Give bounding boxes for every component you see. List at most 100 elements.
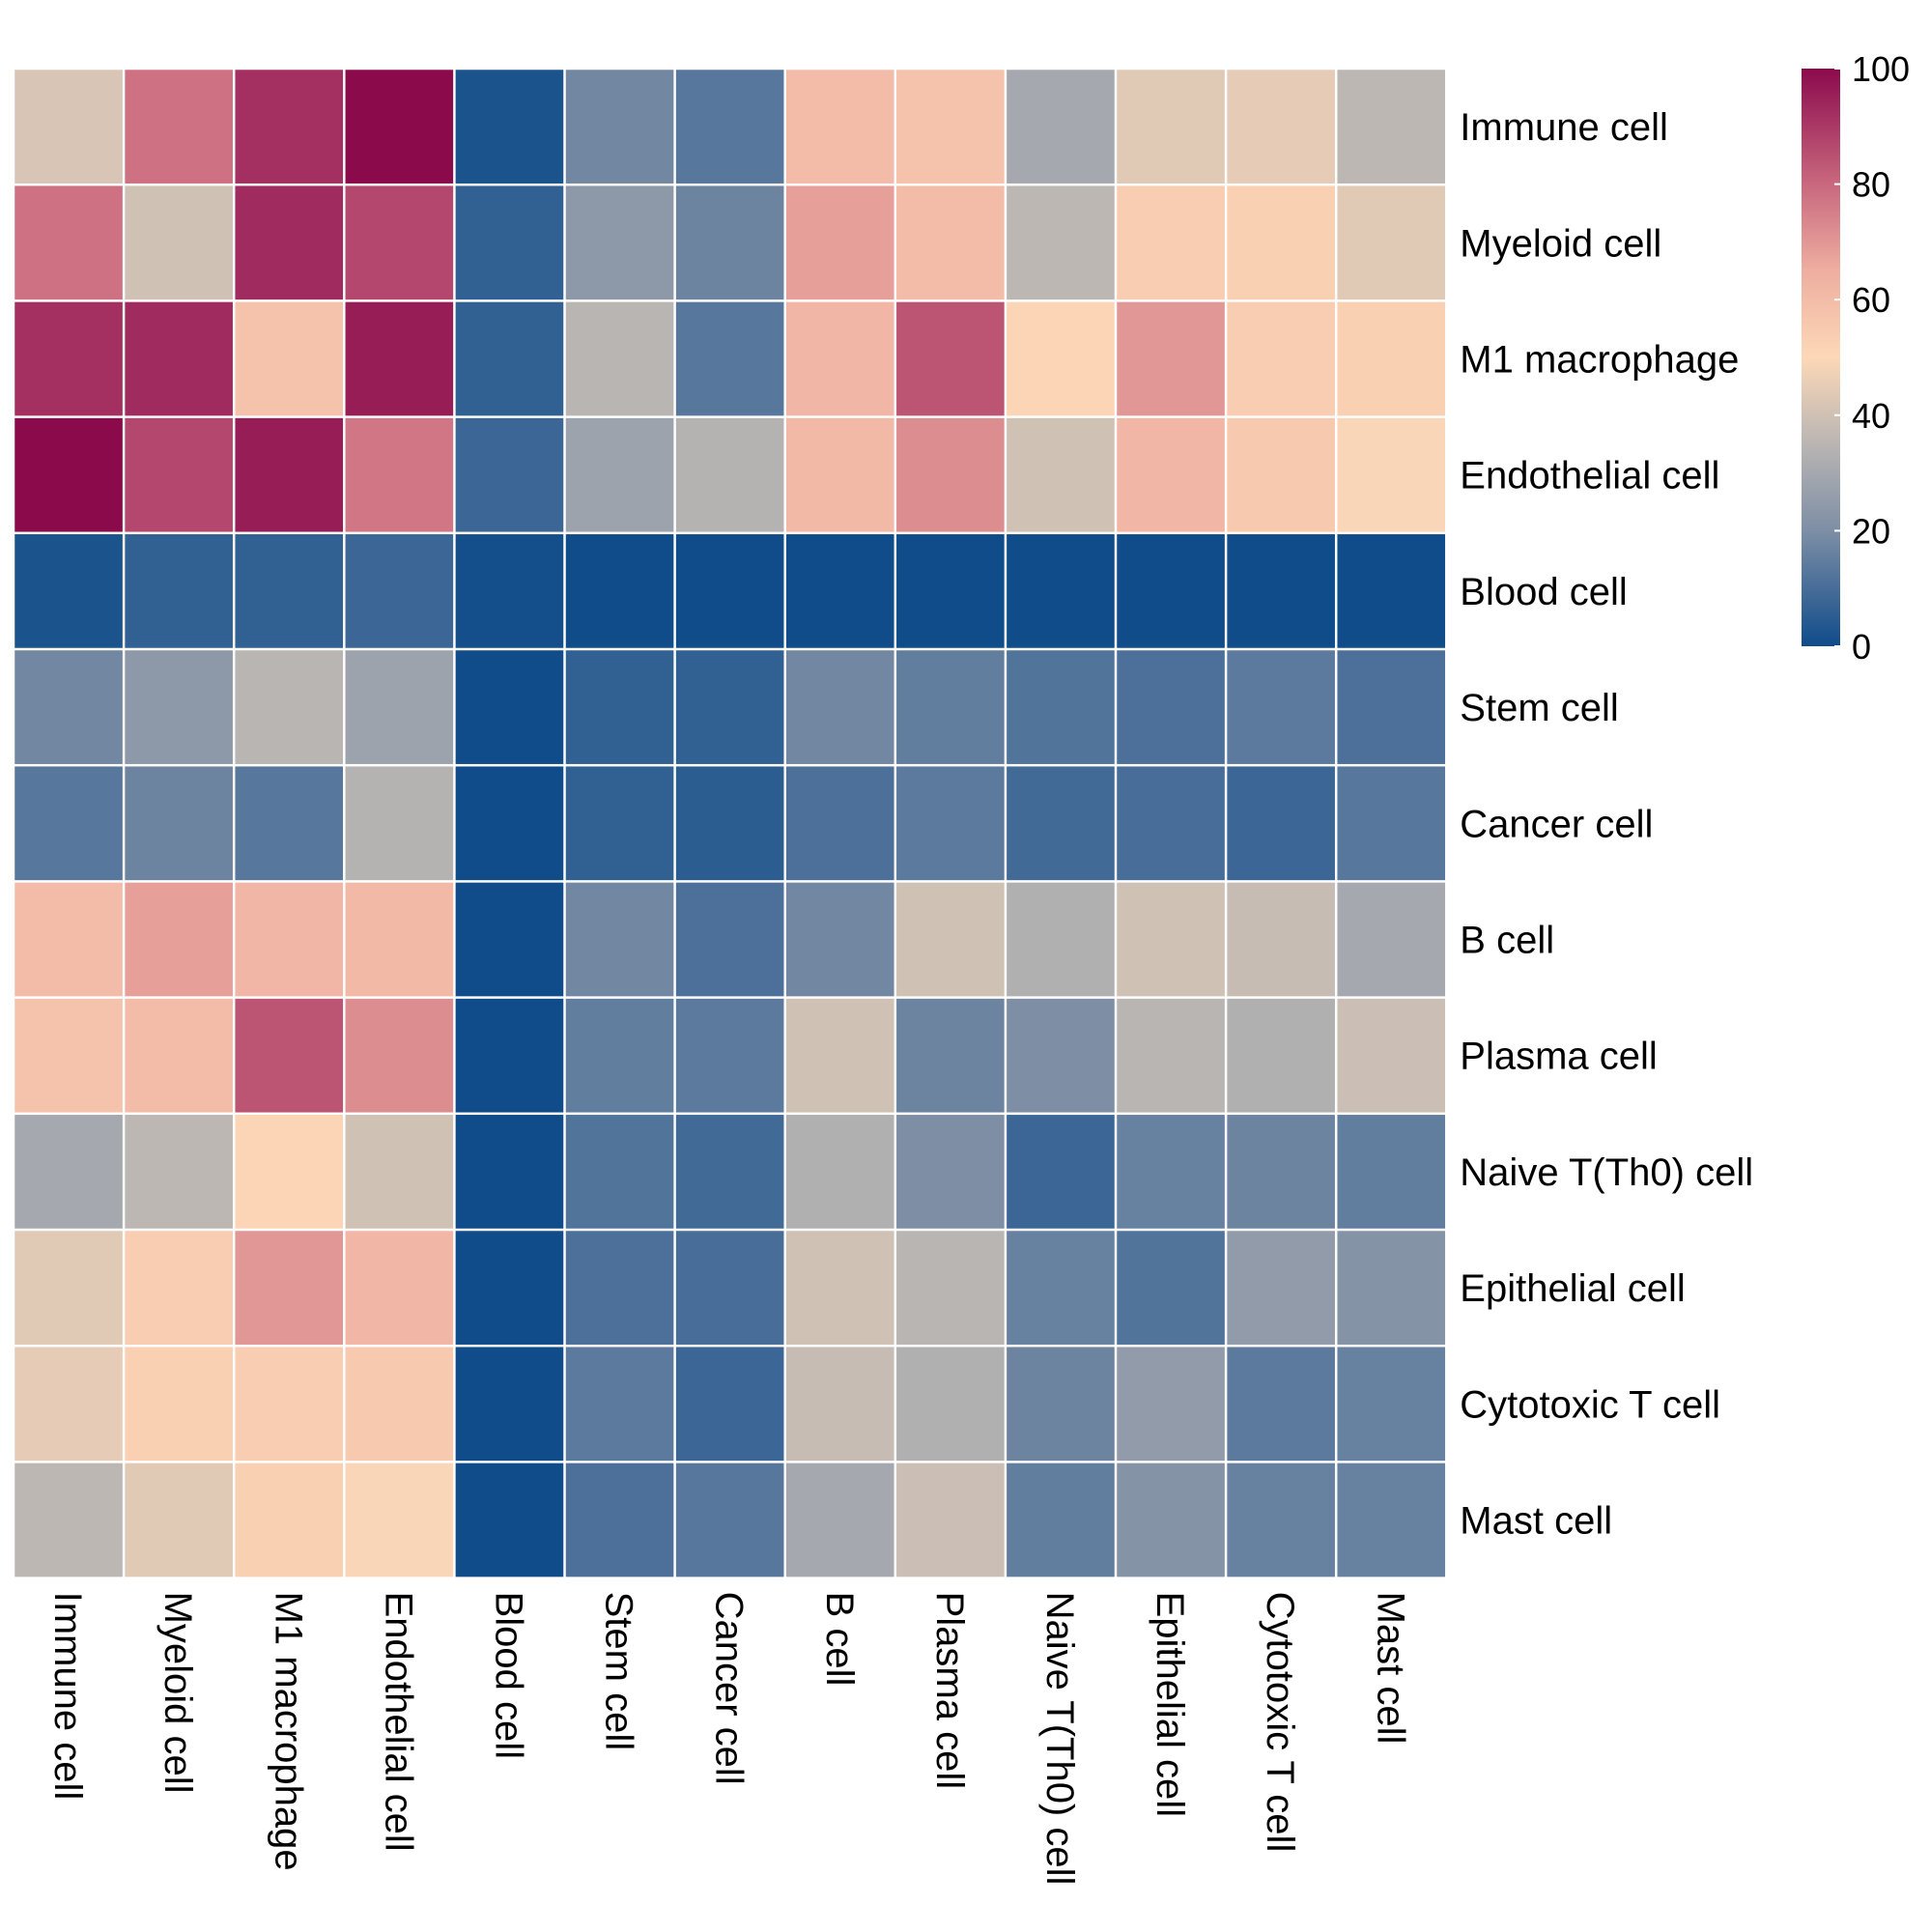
heatmap-cell — [455, 534, 564, 648]
heatmap-cell — [1117, 998, 1225, 1113]
heatmap-cell — [1227, 882, 1335, 997]
row-label: Myeloid cell — [1460, 222, 1661, 265]
column-label: Blood cell — [487, 1592, 529, 1759]
row-label: Mast cell — [1460, 1500, 1612, 1543]
heatmap-cell — [235, 1347, 344, 1462]
row-label: Epithelial cell — [1460, 1267, 1685, 1310]
heatmap-cell — [235, 1231, 344, 1345]
heatmap-cell — [1007, 650, 1115, 764]
legend-tick-label: 40 — [1852, 396, 1890, 436]
heatmap-cell — [785, 70, 894, 184]
heatmap-cell — [1007, 1463, 1115, 1577]
heatmap-cell — [455, 185, 564, 300]
legend-tick-label: 20 — [1852, 511, 1890, 551]
heatmap-cell — [455, 417, 564, 532]
heatmap-cell — [1227, 650, 1335, 764]
heatmap-cell — [455, 766, 564, 881]
heatmap-cell — [1007, 1231, 1115, 1345]
heatmap-cell — [896, 301, 1005, 416]
heatmap-cell — [1007, 998, 1115, 1113]
heatmap-cell — [1227, 185, 1335, 300]
heatmap-cell — [455, 650, 564, 764]
heatmap-cell — [1007, 534, 1115, 648]
row-label: Cancer cell — [1460, 803, 1653, 845]
heatmap-cell — [1117, 650, 1225, 764]
heatmap-cell — [125, 882, 233, 997]
heatmap-cell — [675, 766, 784, 881]
column-labels: Immune cell Myeloid cell M1 macrophage Endo… — [46, 1592, 1411, 1886]
heatmap-cell — [785, 766, 894, 881]
heatmap-cell — [896, 766, 1005, 881]
heatmap-cell — [1337, 301, 1446, 416]
heatmap-cell — [1117, 417, 1225, 532]
heatmap-cell — [675, 998, 784, 1113]
heatmap-cell — [1227, 1463, 1335, 1577]
heatmap-cell — [896, 1463, 1005, 1577]
heatmap-cell — [1007, 301, 1115, 416]
heatmap-cell — [1227, 301, 1335, 416]
heatmap-cell — [235, 185, 344, 300]
heatmap-cell — [1117, 301, 1225, 416]
heatmap-cell — [675, 301, 784, 416]
heatmap-cell — [345, 882, 454, 997]
row-label: Blood cell — [1460, 571, 1627, 613]
column-label: Stem cell — [598, 1592, 640, 1751]
heatmap-cell — [785, 1115, 894, 1229]
heatmap-cells — [14, 69, 1447, 1578]
heatmap-cell — [896, 70, 1005, 184]
heatmap-cell — [1337, 185, 1446, 300]
heatmap-cell — [565, 301, 674, 416]
heatmap-cell — [896, 417, 1005, 532]
heatmap-cell — [14, 1347, 123, 1462]
heatmap-cell — [1227, 70, 1335, 184]
heatmap-cell — [1227, 417, 1335, 532]
heatmap-cell — [14, 650, 123, 764]
column-label: Naive T(Th0) cell — [1038, 1592, 1081, 1886]
heatmap-cell — [125, 417, 233, 532]
heatmap-cell — [1117, 1231, 1225, 1345]
heatmap-cell — [785, 534, 894, 648]
heatmap-cell — [896, 185, 1005, 300]
heatmap-cell — [345, 650, 454, 764]
heatmap-cell — [345, 1231, 454, 1345]
heatmap-cell — [896, 998, 1005, 1113]
heatmap-cell — [1117, 1347, 1225, 1462]
heatmap-cell — [1007, 185, 1115, 300]
heatmap-cell — [14, 1463, 123, 1577]
heatmap-cell — [565, 534, 674, 648]
heatmap-cell — [1337, 766, 1446, 881]
heatmap-cell — [675, 185, 784, 300]
heatmap-cell — [785, 1347, 894, 1462]
row-label: Immune cell — [1460, 106, 1668, 149]
heatmap-cell — [235, 766, 344, 881]
heatmap-cell — [345, 766, 454, 881]
heatmap-cell — [1337, 650, 1446, 764]
heatmap-cell — [565, 650, 674, 764]
heatmap-cell — [896, 534, 1005, 648]
heatmap-cell — [1007, 766, 1115, 881]
heatmap-cell — [125, 766, 233, 881]
heatmap-cell — [1227, 534, 1335, 648]
column-label: B cell — [818, 1592, 861, 1687]
heatmap-cell — [785, 417, 894, 532]
column-label: M1 macrophage — [267, 1592, 309, 1871]
heatmap-cell — [565, 998, 674, 1113]
heatmap-cell — [345, 534, 454, 648]
heatmap-cell — [675, 882, 784, 997]
heatmap-cell — [235, 650, 344, 764]
heatmap-cell — [1337, 882, 1446, 997]
heatmap-cell — [785, 650, 894, 764]
heatmap-cell — [235, 1463, 344, 1577]
heatmap-cell — [785, 882, 894, 997]
heatmap-cell — [1337, 1115, 1446, 1229]
heatmap-cell — [785, 998, 894, 1113]
heatmap-cell — [1117, 70, 1225, 184]
heatmap-cell — [125, 650, 233, 764]
heatmap-cell — [1117, 185, 1225, 300]
heatmap-cell — [14, 998, 123, 1113]
heatmap-cell — [14, 185, 123, 300]
heatmap-cell — [1337, 534, 1446, 648]
heatmap-cell — [345, 998, 454, 1113]
heatmap-cell — [565, 1115, 674, 1229]
column-label: Cytotoxic T cell — [1259, 1592, 1301, 1853]
